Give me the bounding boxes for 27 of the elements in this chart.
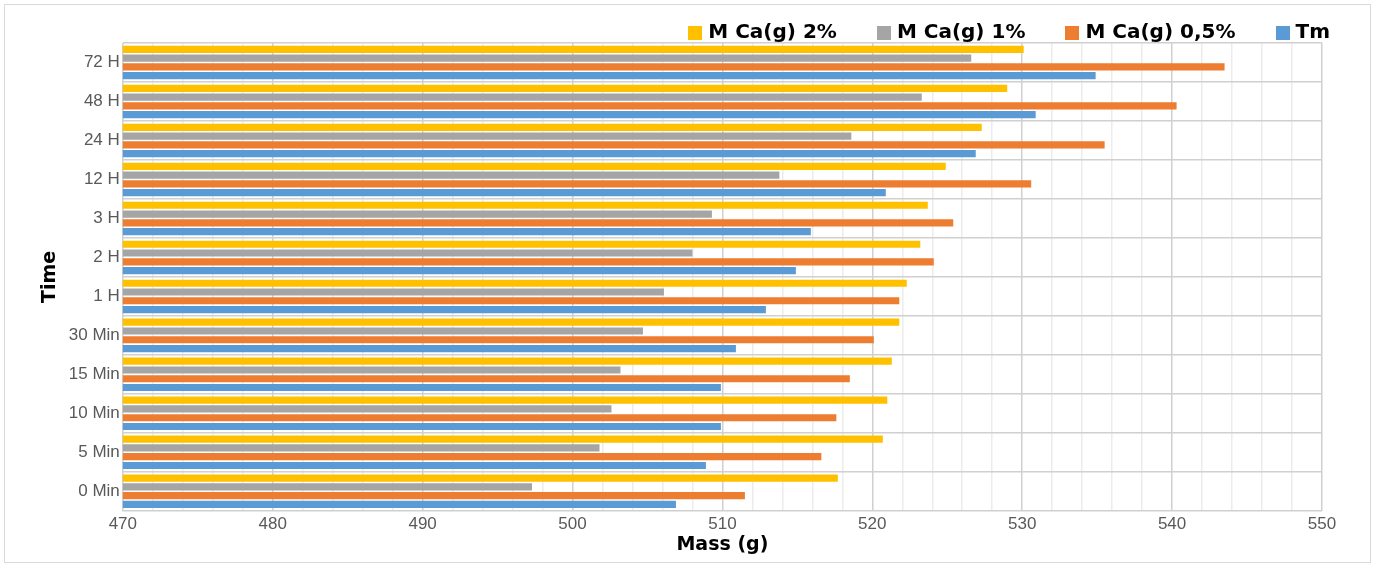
y-tick-label: 0 Min [78, 481, 120, 500]
y-tick-label: 72 H [83, 52, 120, 72]
y-tick-label: 30 Min [68, 325, 120, 345]
y-tick-label: 2 H [93, 247, 120, 267]
y-tick-label: 24 H [83, 130, 120, 150]
x-tick-label: 470 [108, 513, 138, 533]
y-tick-label: 3 H [93, 208, 120, 228]
y-tick-label: 12 H [83, 169, 120, 189]
y-tick-label: 1 H [93, 286, 120, 306]
x-tick-label: 540 [1157, 513, 1187, 533]
x-tick-label: 510 [708, 513, 737, 533]
y-tick-label: 15 Min [68, 364, 120, 384]
legend-label: Tm [1295, 19, 1330, 43]
x-tick-label: 530 [1008, 513, 1037, 533]
y-axis-title: Time [37, 250, 60, 303]
x-tick-label: 550 [1307, 513, 1337, 533]
legend-label: M Ca(g) 2% [708, 19, 837, 43]
x-tick-label: 520 [858, 513, 887, 533]
y-tick-label: 5 Min [78, 442, 120, 462]
y-tick-label: 10 Min [68, 403, 120, 423]
x-axis-title: Mass (g) [676, 531, 769, 554]
x-tick-label: 490 [408, 513, 437, 533]
x-tick-label: 480 [258, 513, 287, 533]
y-tick-label: 48 H [83, 91, 120, 111]
x-tick-label: 500 [558, 513, 587, 533]
legend-label: M Ca(g) 1% [896, 19, 1026, 43]
legend-label: M Ca(g) 0,5% [1085, 19, 1236, 43]
